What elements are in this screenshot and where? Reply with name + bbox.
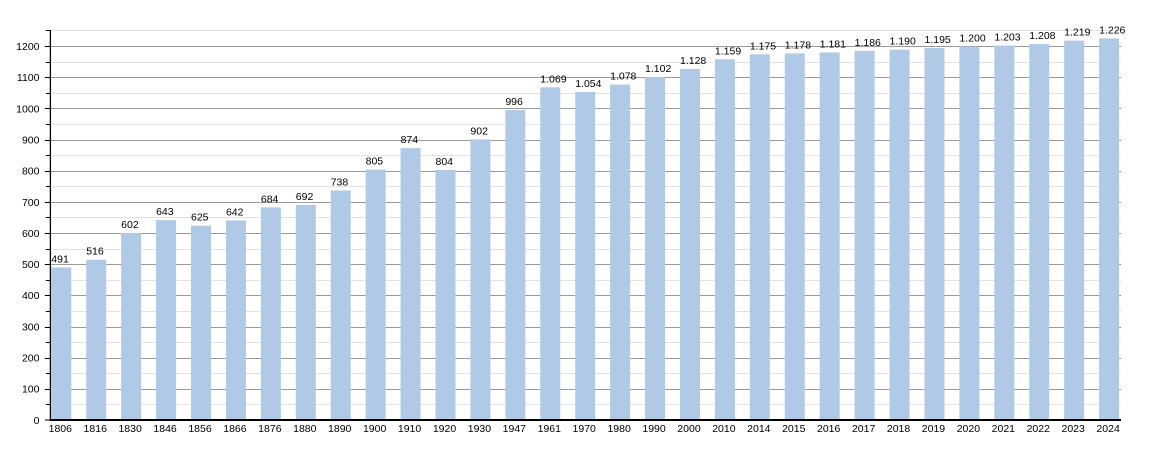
svg-text:643: 643 (156, 206, 174, 218)
svg-text:874: 874 (401, 134, 419, 146)
svg-text:1000: 1000 (16, 103, 40, 115)
svg-text:0: 0 (34, 415, 40, 427)
svg-text:1990: 1990 (642, 423, 666, 435)
svg-text:1.178: 1.178 (785, 39, 811, 51)
svg-text:1.200: 1.200 (959, 33, 985, 45)
svg-text:1947: 1947 (503, 423, 527, 435)
svg-text:2000: 2000 (677, 423, 701, 435)
svg-text:1980: 1980 (607, 423, 631, 435)
svg-text:1970: 1970 (573, 423, 597, 435)
svg-text:1.186: 1.186 (855, 37, 881, 49)
svg-text:300: 300 (22, 321, 40, 333)
svg-text:1876: 1876 (258, 423, 282, 435)
svg-text:1846: 1846 (153, 423, 177, 435)
svg-text:600: 600 (22, 228, 40, 240)
svg-text:2022: 2022 (1027, 423, 1051, 435)
svg-text:1816: 1816 (84, 423, 108, 435)
svg-text:692: 692 (296, 191, 314, 203)
svg-text:2014: 2014 (747, 423, 771, 435)
svg-text:1.226: 1.226 (1099, 24, 1125, 36)
svg-text:400: 400 (22, 290, 40, 302)
svg-text:1920: 1920 (433, 423, 457, 435)
svg-text:1.128: 1.128 (680, 55, 706, 67)
svg-text:1930: 1930 (468, 423, 492, 435)
svg-text:1900: 1900 (363, 423, 387, 435)
svg-text:500: 500 (22, 259, 40, 271)
svg-text:684: 684 (261, 193, 279, 205)
svg-text:1.208: 1.208 (1029, 30, 1055, 42)
svg-text:805: 805 (366, 156, 384, 168)
svg-text:602: 602 (121, 219, 139, 231)
svg-text:491: 491 (51, 253, 69, 265)
svg-text:900: 900 (22, 134, 40, 146)
svg-text:1.175: 1.175 (750, 40, 776, 52)
svg-text:1.190: 1.190 (890, 36, 916, 48)
svg-text:1.054: 1.054 (575, 78, 601, 90)
svg-text:2020: 2020 (957, 423, 981, 435)
svg-text:1.195: 1.195 (924, 34, 950, 46)
svg-text:1.159: 1.159 (715, 45, 741, 57)
svg-text:804: 804 (436, 156, 454, 168)
svg-text:2024: 2024 (1096, 423, 1120, 435)
svg-text:1890: 1890 (328, 423, 352, 435)
svg-text:1.102: 1.102 (645, 63, 671, 75)
svg-text:902: 902 (470, 125, 488, 137)
svg-text:2023: 2023 (1062, 423, 1086, 435)
svg-text:2021: 2021 (992, 423, 1016, 435)
svg-text:1866: 1866 (223, 423, 247, 435)
svg-text:738: 738 (331, 177, 349, 189)
svg-text:625: 625 (191, 212, 209, 224)
svg-text:1.069: 1.069 (540, 73, 566, 85)
svg-text:1200: 1200 (16, 41, 40, 53)
svg-text:1910: 1910 (398, 423, 422, 435)
svg-text:2017: 2017 (852, 423, 876, 435)
svg-text:1806: 1806 (49, 423, 73, 435)
svg-text:700: 700 (22, 197, 40, 209)
svg-text:1.181: 1.181 (820, 38, 846, 50)
svg-text:1.203: 1.203 (994, 32, 1020, 44)
svg-text:1961: 1961 (538, 423, 562, 435)
svg-text:2010: 2010 (712, 423, 736, 435)
svg-text:2018: 2018 (887, 423, 911, 435)
svg-text:516: 516 (86, 246, 104, 258)
svg-text:100: 100 (22, 384, 40, 396)
svg-text:2015: 2015 (782, 423, 806, 435)
svg-text:200: 200 (22, 353, 40, 365)
svg-text:800: 800 (22, 166, 40, 178)
svg-text:1.219: 1.219 (1064, 27, 1090, 39)
svg-text:1100: 1100 (17, 72, 40, 84)
svg-text:1880: 1880 (293, 423, 317, 435)
svg-text:1830: 1830 (118, 423, 142, 435)
svg-text:1856: 1856 (188, 423, 212, 435)
svg-text:1.078: 1.078 (610, 71, 636, 83)
svg-text:996: 996 (505, 96, 523, 108)
svg-text:2016: 2016 (817, 423, 841, 435)
svg-text:642: 642 (226, 206, 244, 218)
svg-text:2019: 2019 (922, 423, 946, 435)
